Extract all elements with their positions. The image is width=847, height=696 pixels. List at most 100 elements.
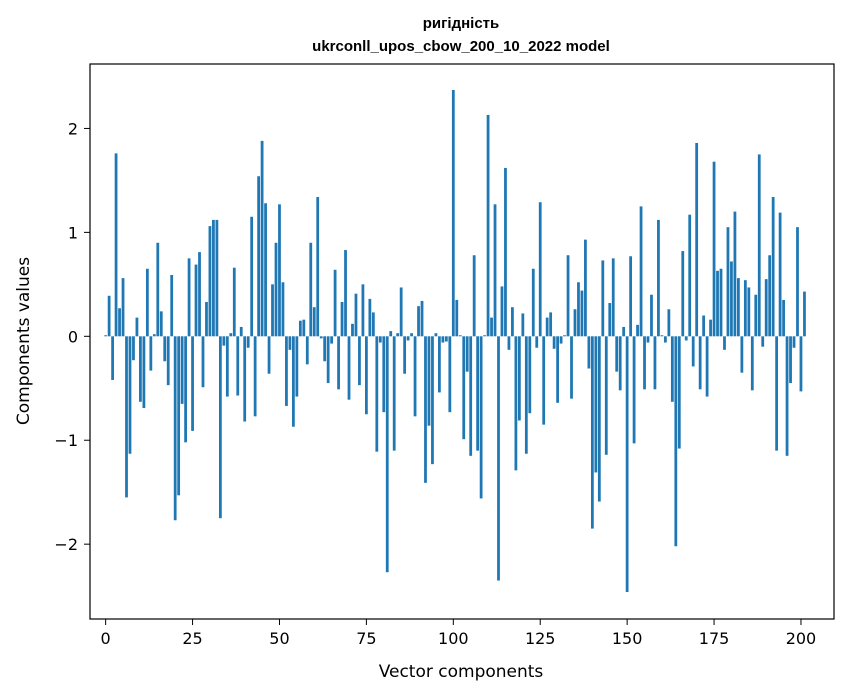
- bar: [500, 286, 504, 337]
- bar: [218, 336, 222, 519]
- bar: [344, 250, 347, 337]
- bar: [663, 336, 667, 343]
- bar: [403, 336, 407, 374]
- bar: [253, 336, 257, 417]
- bar: [608, 303, 612, 337]
- bar: [166, 336, 170, 386]
- bar: [483, 335, 486, 337]
- bar: [545, 317, 549, 337]
- bar: [764, 279, 768, 337]
- bar: [361, 284, 365, 337]
- plot-frame: [89, 63, 835, 620]
- bar: [260, 140, 264, 337]
- bar: [709, 319, 712, 337]
- bar: [420, 300, 424, 337]
- bar: [677, 336, 681, 449]
- bar: [128, 336, 132, 454]
- bar: [132, 336, 135, 361]
- bar: [625, 336, 629, 592]
- bar: [316, 197, 320, 337]
- bar: [312, 307, 316, 337]
- bar: [385, 336, 389, 573]
- y-tick-label: −2: [54, 535, 78, 554]
- bar: [771, 197, 775, 337]
- bar: [531, 268, 535, 337]
- x-axis-label: Vector components: [379, 662, 544, 682]
- x-tick-label: 175: [699, 629, 730, 648]
- bar: [201, 336, 205, 388]
- bar: [511, 307, 514, 337]
- bar: [493, 204, 497, 337]
- bar: [354, 293, 358, 337]
- bar: [347, 336, 351, 400]
- bar: [177, 336, 181, 496]
- bar: [632, 336, 636, 444]
- bar: [271, 284, 274, 337]
- bar: [573, 309, 577, 337]
- bar: [194, 264, 198, 337]
- bar: [288, 336, 292, 350]
- bar: [754, 294, 758, 337]
- bar: [521, 313, 525, 337]
- bar: [743, 280, 747, 337]
- bar: [274, 242, 278, 337]
- bar: [747, 287, 751, 337]
- bar: [688, 214, 692, 337]
- bar: [298, 320, 302, 337]
- bar: [472, 255, 476, 337]
- bar: [333, 269, 337, 337]
- bar: [229, 333, 233, 337]
- bar: [517, 336, 521, 421]
- bar: [559, 336, 563, 344]
- bar: [650, 294, 653, 337]
- bar: [618, 336, 622, 391]
- bar: [368, 298, 372, 337]
- bar: [778, 212, 782, 337]
- bar: [702, 315, 706, 337]
- bar: [782, 299, 785, 337]
- bar: [674, 336, 678, 547]
- bar: [486, 114, 490, 337]
- bar: [392, 336, 396, 451]
- bar: [139, 336, 142, 402]
- bar: [528, 336, 532, 414]
- bar: [281, 282, 285, 337]
- bar: [785, 336, 789, 456]
- bar: [538, 202, 542, 337]
- bar: [410, 333, 413, 337]
- bar: [698, 336, 702, 390]
- bar: [309, 242, 313, 337]
- bar: [757, 154, 761, 337]
- bar: [570, 336, 573, 399]
- bar: [577, 282, 580, 337]
- bar: [590, 336, 594, 529]
- bar: [215, 219, 219, 337]
- bar: [646, 336, 650, 343]
- bar: [285, 336, 288, 406]
- bar: [597, 336, 601, 502]
- bar: [789, 336, 792, 384]
- bar: [670, 336, 674, 402]
- bar: [737, 278, 740, 337]
- bar: [507, 336, 511, 350]
- bar: [236, 336, 240, 396]
- bar: [424, 336, 427, 483]
- bar: [552, 336, 556, 349]
- y-tick-label: −1: [54, 431, 78, 450]
- bar: [225, 336, 229, 397]
- bar: [462, 336, 466, 440]
- bar: [504, 167, 507, 337]
- bar: [667, 309, 671, 337]
- bar: [803, 291, 806, 337]
- x-axis-ticks: 0 25 50 75 100 125 150 175 200: [101, 619, 816, 648]
- bar: [111, 336, 114, 380]
- bar: [170, 274, 174, 337]
- bar: [337, 336, 340, 390]
- bar: [629, 256, 633, 337]
- bar: [114, 153, 118, 337]
- x-tick-label: 125: [525, 629, 556, 648]
- x-tick-label: 75: [356, 629, 376, 648]
- bar: [413, 336, 417, 417]
- bar: [556, 336, 559, 403]
